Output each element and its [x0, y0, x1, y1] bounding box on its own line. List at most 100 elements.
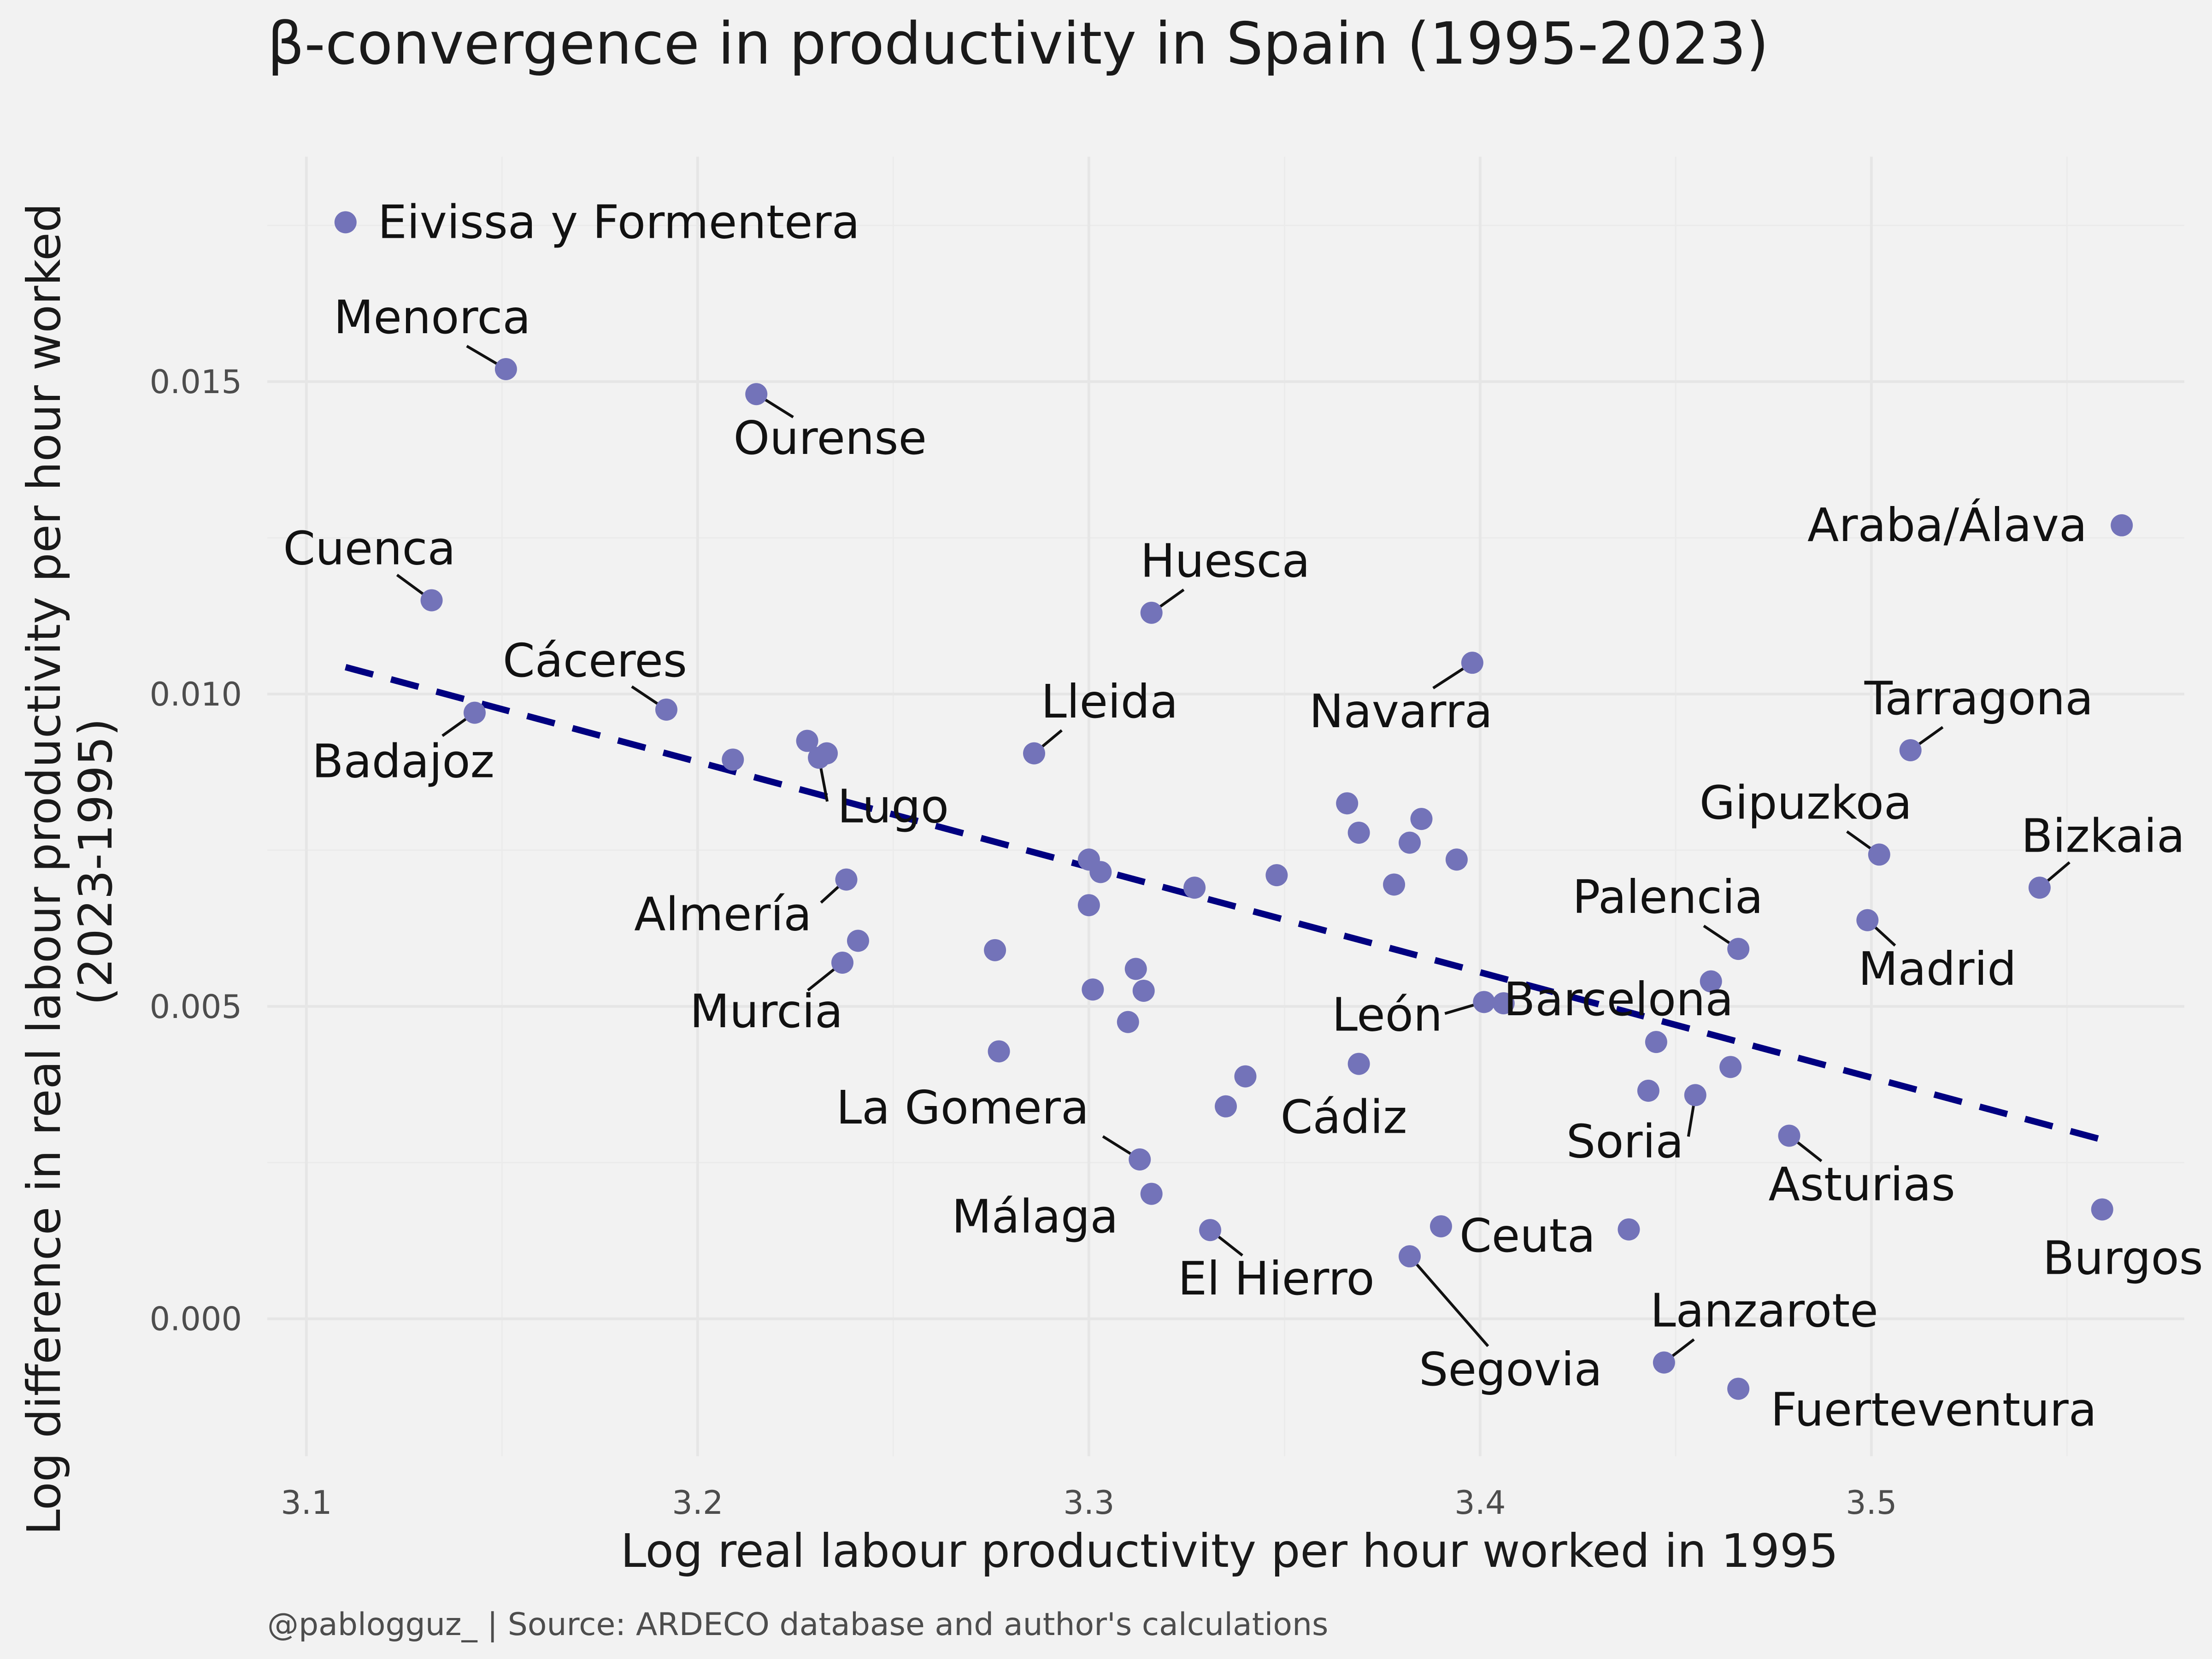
point-label: Tarragona: [1864, 671, 2094, 725]
x-axis-ticks: 3.1 3.2 3.3 3.4 3.5: [281, 1484, 1897, 1522]
data-point: [1140, 1182, 1163, 1205]
point-label: Soria: [1566, 1114, 1684, 1168]
point-label: León: [1332, 988, 1442, 1041]
data-point: [1492, 992, 1515, 1015]
data-point: [1265, 864, 1288, 887]
point-label: Lanzarote: [1650, 1284, 1878, 1338]
trend-line: [344, 664, 2107, 1144]
y-axis-title: Log difference in real labour productivi…: [17, 188, 123, 1535]
point-label: Fuerteventura: [1771, 1383, 2097, 1437]
data-point: [2111, 514, 2133, 536]
point-label: Bizkaia: [2021, 809, 2185, 863]
data-point: [1023, 742, 1045, 765]
data-point: [1199, 1219, 1222, 1241]
data-point: [1140, 601, 1163, 624]
y-tick-label: 0.000: [150, 1300, 242, 1338]
x-axis-title: Log real labour productivity per hour wo…: [621, 1524, 1839, 1578]
data-point: [847, 930, 869, 952]
data-point: [1077, 894, 1100, 917]
data-point: [1336, 792, 1359, 815]
data-point: [816, 742, 838, 765]
point-label: Navarra: [1309, 684, 1493, 738]
data-point: [1637, 1079, 1659, 1102]
data-point: [1473, 991, 1495, 1013]
data-point: [1215, 1095, 1237, 1118]
data-point: [1234, 1065, 1257, 1088]
data-point: [1399, 1245, 1421, 1268]
data-point: [1856, 909, 1879, 931]
point-label: Badajoz: [312, 735, 494, 788]
data-point: [494, 358, 517, 380]
data-point: [984, 939, 1006, 961]
point-label: Cádiz: [1281, 1090, 1407, 1144]
x-tick-label: 3.5: [1846, 1484, 1897, 1522]
data-point: [1410, 808, 1433, 830]
x-tick-label: 3.4: [1454, 1484, 1506, 1522]
point-label: Cáceres: [503, 634, 687, 688]
point-label: Madrid: [1858, 942, 2016, 996]
data-point: [1868, 843, 1890, 866]
data-point: [1684, 1084, 1706, 1106]
point-label: Lugo: [837, 779, 949, 833]
data-point: [1899, 739, 1922, 761]
point-label: Eivissa y Formentera: [378, 195, 860, 249]
chart-title: β-convergence in productivity in Spain (…: [267, 10, 1769, 77]
data-point: [1727, 938, 1750, 960]
point-label: El Hierro: [1178, 1252, 1375, 1306]
data-point: [655, 698, 677, 721]
point-label: Burgos: [2043, 1231, 2203, 1285]
x-tick-label: 3.2: [672, 1484, 723, 1522]
data-point: [1082, 978, 1104, 1001]
point-label: Huesca: [1140, 534, 1310, 588]
major-gridlines: [267, 157, 2184, 1456]
data-point: [463, 701, 486, 724]
y-tick-label: 0.005: [150, 988, 242, 1026]
point-label: Gipuzkoa: [1700, 776, 1912, 830]
regression-line-group: [344, 664, 2107, 1144]
data-point: [1383, 873, 1406, 896]
data-point: [1700, 970, 1722, 993]
point-label: Ourense: [733, 411, 927, 465]
y-axis-ticks: 0.000 0.005 0.010 0.015: [150, 363, 242, 1338]
y-axis-title-line-2: (2023-1995): [69, 718, 123, 1005]
y-axis-title-line-1: Log difference in real labour productivi…: [17, 203, 71, 1535]
data-point: [745, 383, 768, 406]
data-point: [1129, 1148, 1151, 1171]
data-point: [1618, 1218, 1640, 1241]
point-label: La Gomera: [836, 1081, 1089, 1135]
point-label: Araba/Álava: [1807, 498, 2087, 552]
label-leader-line: [1408, 1255, 1489, 1347]
data-point: [1645, 1031, 1667, 1053]
data-point: [1727, 1377, 1750, 1400]
data-point: [1399, 831, 1421, 854]
point-label: Palencia: [1572, 870, 1763, 924]
data-point: [988, 1040, 1010, 1063]
data-point: [1445, 848, 1468, 871]
point-label: Almería: [634, 888, 812, 941]
point-label: Barcelona: [1504, 972, 1734, 1026]
data-point: [1461, 652, 1483, 674]
data-point: [1778, 1124, 1800, 1147]
data-point: [1430, 1215, 1452, 1238]
data-point: [1183, 877, 1206, 899]
point-label: Lleida: [1041, 675, 1178, 729]
data-point: [1653, 1351, 1675, 1374]
data-point: [1347, 821, 1370, 844]
y-tick-label: 0.015: [150, 363, 242, 401]
data-point: [2028, 877, 2051, 899]
point-labels: Eivissa y Formentera Menorca Ourense Cuenca…: [283, 195, 2203, 1436]
data-points: [334, 211, 2133, 1400]
point-label: Menorca: [334, 290, 531, 344]
y-tick-label: 0.010: [150, 676, 242, 713]
data-point: [722, 748, 744, 771]
point-label: Murcia: [690, 984, 843, 1038]
data-point: [1719, 1056, 1742, 1078]
point-label: Segovia: [1419, 1342, 1602, 1396]
point-label: Cuenca: [283, 522, 455, 576]
point-label: Ceuta: [1459, 1209, 1595, 1263]
data-point: [334, 211, 357, 234]
data-point: [796, 729, 818, 752]
data-point: [835, 868, 858, 891]
data-point: [831, 951, 853, 974]
